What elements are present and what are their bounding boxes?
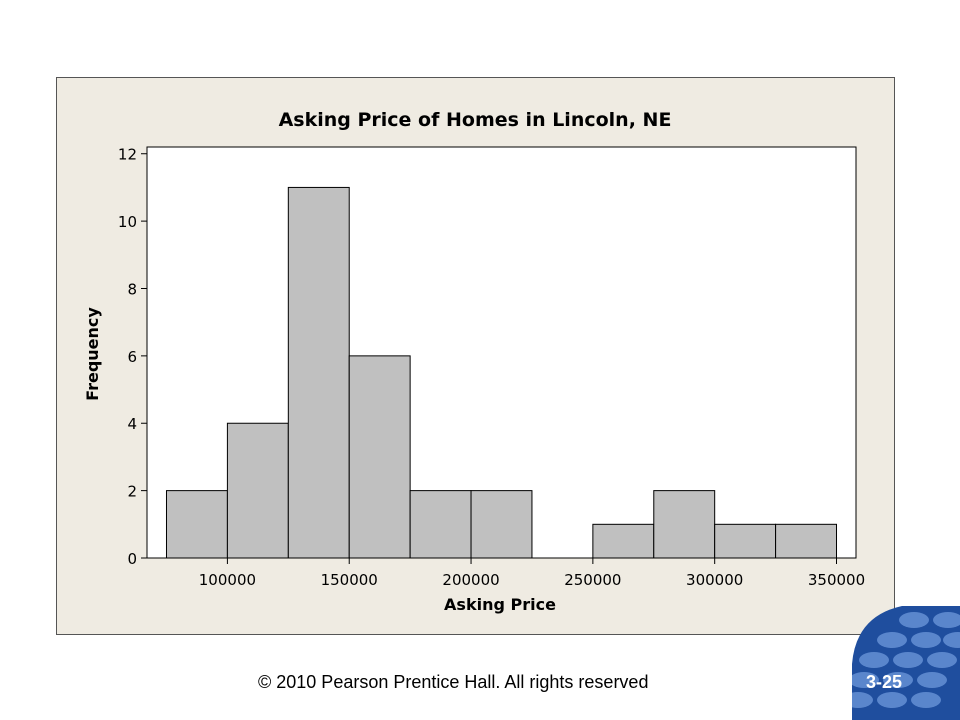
x-tick-label-4: 300000 — [686, 571, 743, 589]
histogram-bar-10 — [775, 523, 838, 559]
y-tick-label-4: 8 — [127, 280, 137, 298]
histogram-bar-8 — [653, 490, 716, 559]
y-axis: 0 2 4 6 8 10 12 — [118, 146, 147, 568]
slide-number: 3-25 — [866, 672, 903, 692]
y-tick-label-1: 2 — [127, 483, 137, 501]
x-tick-label-1: 150000 — [321, 571, 378, 589]
logo-ellipse-4 — [943, 632, 960, 648]
histogram-bar-9 — [714, 523, 777, 559]
logo-ellipse-12 — [877, 692, 907, 708]
y-tick-label-5: 10 — [118, 213, 137, 231]
x-tick-label-5: 350000 — [808, 571, 865, 589]
logo-ellipse-13 — [911, 692, 941, 708]
y-tick-label-6: 12 — [118, 146, 137, 164]
x-tick-label-0: 100000 — [199, 571, 256, 589]
logo-ellipse-9 — [883, 672, 913, 688]
x-tick-label-2: 200000 — [442, 571, 499, 589]
histogram-bar-2 — [287, 186, 350, 559]
logo-ellipse-8 — [852, 672, 879, 688]
histogram-bar-7 — [592, 523, 655, 559]
bars-group — [165, 186, 838, 559]
logo-ellipse-1 — [933, 612, 960, 628]
y-tick-label-0: 0 — [127, 550, 137, 568]
pearson-ellipse-logo-icon — [852, 606, 960, 720]
logo-ellipse-3 — [911, 632, 941, 648]
logo-ellipse-2 — [877, 632, 907, 648]
logo-ellipse-0 — [899, 612, 929, 628]
chart-title: Asking Price of Homes in Lincoln, NE — [279, 109, 672, 131]
histogram-bar-4 — [409, 490, 472, 559]
copyright-footer: © 2010 Pearson Prentice Hall. All rights… — [258, 672, 649, 692]
x-tick-label-3: 250000 — [564, 571, 621, 589]
logo-ellipse-10 — [917, 672, 947, 688]
x-axis-label: Asking Price — [444, 595, 556, 614]
histogram-bar-5 — [470, 490, 533, 559]
logo-ellipse-6 — [893, 652, 923, 668]
y-axis-label: Frequency — [83, 307, 102, 401]
histogram-bar-3 — [348, 355, 411, 559]
histogram-chart: Asking Price of Homes in Lincoln, NE 0 2 4… — [83, 109, 865, 614]
y-tick-label-3: 6 — [127, 348, 137, 366]
chart-frame: Asking Price of Homes in Lincoln, NE 0 2 4… — [56, 77, 895, 635]
logo-ellipse-7 — [927, 652, 957, 668]
y-tick-label-2: 4 — [127, 415, 137, 433]
histogram-bar-1 — [226, 422, 289, 559]
histogram-bar-0 — [165, 490, 228, 559]
logo-ellipse-11 — [852, 692, 873, 708]
x-axis: 100000 150000 200000 250000 300000 350000 — [199, 558, 865, 589]
logo-ellipse-5 — [859, 652, 889, 668]
